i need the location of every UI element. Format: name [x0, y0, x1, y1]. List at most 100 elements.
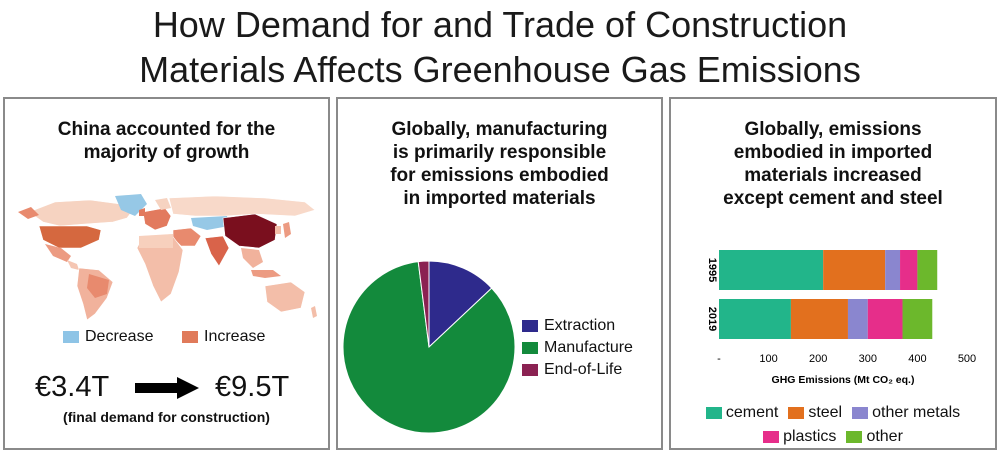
x-tick-label-1: 100 [759, 353, 777, 365]
bar-segment-1995-other-metals [885, 250, 901, 290]
bar-segment-1995-cement [719, 250, 824, 290]
bar-legend-label-other-metals: other metals [872, 404, 961, 421]
increase-swatch [182, 330, 198, 343]
bar-legend-swatch-cement [705, 406, 722, 419]
imported-emissions-panel: Globally, emissions embodied in imported… [669, 97, 997, 450]
map-indonesia [251, 270, 281, 278]
bar-segment-1995-other [917, 250, 938, 290]
bar-legend-item-other: other [846, 428, 903, 445]
pie-legend-item-extraction: Extraction [522, 315, 633, 337]
panel-1-title-line-1: China accounted for the [57, 119, 276, 140]
pie-legend-swatch-end-of-life [522, 363, 538, 376]
china-growth-panel: China accounted for the majority of grow… [3, 97, 330, 450]
map-north-africa [139, 234, 173, 248]
bar-legend-label-cement: cement [725, 404, 779, 421]
map-central-america [67, 260, 79, 270]
bar-legend-item-other-metals: other metals [852, 404, 960, 421]
pie-legend-label-extraction: Extraction [544, 317, 616, 334]
main-title: How Demand for and Trade of Construction… [0, 2, 1000, 92]
bar-legend-item-cement: cement [705, 404, 779, 421]
map-africa [136, 233, 184, 303]
bar-segment-2019-other [902, 299, 933, 339]
panel-1-title-line-2: majority of growth [83, 142, 250, 163]
bar-legend-row-1: cement steel other metals [671, 401, 995, 425]
map-japan [283, 222, 291, 238]
panel-3-title-line-3: materials increased [744, 165, 922, 186]
x-tick-label-0: - [717, 353, 721, 365]
map-scandinavia [155, 198, 171, 210]
pie-legend-label-manufacture: Manufacture [544, 339, 633, 356]
map-usa [38, 225, 102, 249]
bar-category-label-1995: 1995 [706, 258, 718, 282]
map-alaska [18, 207, 39, 219]
main-title-line-2: Materials Affects Greenhouse Gas Emissio… [139, 49, 861, 90]
bar-legend-row-2: plastics other [671, 425, 995, 449]
map-india [204, 235, 230, 267]
bar-segment-2019-steel [790, 299, 848, 339]
bar-segment-1995-plastics [900, 250, 918, 290]
pie-legend: Extraction Manufacture End-of-Life [522, 315, 633, 381]
panel-2-title: Globally, manufacturing is primarily res… [338, 118, 661, 210]
increase-label: Increase [204, 328, 266, 345]
map-brazil [87, 274, 109, 298]
panel-3-title-line-1: Globally, emissions [744, 119, 922, 140]
panel-3-title: Globally, emissions embodied in imported… [671, 118, 995, 210]
x-tick-label-2: 200 [809, 353, 827, 365]
map-new-zealand [311, 306, 317, 318]
stacked-bar-chart: 1995 2019 - 100 200 300 400 500 GHG Emissions (M… [706, 250, 976, 386]
pie-slice-manufacture [342, 261, 516, 434]
map-mexico [45, 244, 71, 262]
pie-legend-item-end-of-life: End-of-Life [522, 359, 633, 381]
panel-2-title-line-3: for emissions embodied [390, 165, 609, 186]
panel-3-title-line-4: except cement and steel [723, 188, 943, 209]
pie-legend-swatch-extraction [522, 319, 538, 332]
emissions-pie-chart [342, 260, 516, 434]
map-central-asia [191, 216, 229, 230]
right-arrow-icon [135, 377, 199, 399]
x-tick-label-3: 300 [859, 353, 877, 365]
map-europe [142, 207, 172, 231]
map-china [222, 213, 278, 249]
map-canada [28, 199, 134, 227]
panel-3-title-line-2: embodied in imported [733, 142, 933, 163]
pie-legend-swatch-manufacture [522, 341, 538, 354]
decrease-label: Decrease [85, 328, 154, 345]
panel-2-title-line-1: Globally, manufacturing [391, 119, 608, 140]
value-to: €9.5T [215, 371, 290, 403]
bar-legend-swatch-other-metals [852, 406, 869, 419]
pie-slice-end-of-life [417, 260, 430, 348]
bar-segment-1995-steel [823, 250, 886, 290]
bar-legend-label-plastics: plastics [783, 428, 837, 445]
bar-legend-label-other: other [866, 428, 903, 445]
map-legend-increase: Increase [182, 328, 265, 346]
map-australia [264, 281, 306, 313]
x-tick-label-4: 400 [908, 353, 926, 365]
manufacturing-panel: Globally, manufacturing is primarily res… [336, 97, 663, 450]
bar-category-label-2019: 2019 [706, 307, 718, 331]
bar-legend-swatch-steel [788, 406, 805, 419]
bar-legend-label-steel: steel [808, 404, 843, 421]
world-map [18, 194, 317, 321]
panel-2-title-line-4: in imported materials [403, 188, 596, 209]
map-korea [275, 226, 281, 234]
panel-2-title-line-2: is primarily responsible [392, 142, 607, 163]
pie-legend-label-end-of-life: End-of-Life [544, 361, 623, 378]
bar-legend-item-steel: steel [788, 404, 842, 421]
x-tick-label-5: 500 [958, 353, 976, 365]
map-uk [139, 208, 145, 216]
caption-final-demand: (final demand for construction) [63, 409, 270, 425]
bar-legend: cement steel other metals plastics other [671, 401, 995, 449]
bar-legend-swatch-other [846, 430, 863, 443]
bar-legend-swatch-plastics [763, 430, 780, 443]
pie-legend-item-manufacture: Manufacture [522, 337, 633, 359]
main-title-line-1: How Demand for and Trade of Construction [152, 4, 848, 45]
map-legend-decrease: Decrease [63, 328, 153, 346]
bar-segment-2019-other-metals [847, 299, 868, 339]
bar-segment-2019-plastics [867, 299, 903, 339]
bar-legend-item-plastics: plastics [763, 428, 836, 445]
decrease-swatch [63, 330, 79, 343]
panel-1-title: China accounted for the majority of grow… [5, 118, 328, 164]
x-axis-label: GHG Emissions (Mt CO₂ eq.) [772, 374, 915, 386]
value-from: €3.4T [35, 371, 110, 403]
map-southeast-asia [241, 248, 263, 268]
